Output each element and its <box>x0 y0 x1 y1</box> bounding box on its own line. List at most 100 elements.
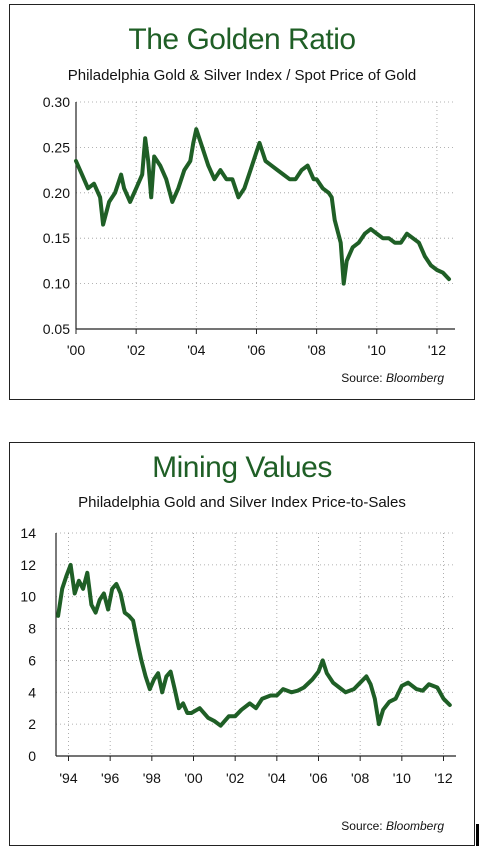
y-tick-label: 0.25 <box>43 139 70 155</box>
data-point <box>405 232 409 236</box>
x-tick-label: '04 <box>268 770 286 786</box>
series-line <box>74 127 451 286</box>
data-point <box>421 689 425 693</box>
data-point <box>233 714 237 718</box>
data-point <box>110 587 114 591</box>
data-point <box>148 687 152 691</box>
data-point <box>164 674 168 678</box>
data-point <box>321 658 325 662</box>
data-point <box>302 685 306 690</box>
data-point <box>206 716 210 720</box>
data-point <box>351 245 355 249</box>
data-point <box>173 687 177 691</box>
data-point <box>242 186 246 190</box>
data-point <box>98 195 102 199</box>
data-point <box>80 173 84 177</box>
data-point <box>296 689 300 693</box>
data-point <box>81 587 85 591</box>
data-point <box>224 177 228 181</box>
data-point <box>300 168 304 172</box>
data-point <box>89 603 93 607</box>
data-point <box>269 164 274 168</box>
data-point <box>189 711 193 715</box>
data-point <box>128 200 132 204</box>
data-point <box>269 693 273 698</box>
data-point <box>254 706 258 710</box>
data-point <box>119 173 123 177</box>
data-point <box>177 706 181 710</box>
data-point <box>135 639 139 643</box>
data-point <box>325 671 329 675</box>
data-point <box>331 681 335 685</box>
data-point <box>144 674 148 678</box>
y-tick-label: 4 <box>28 684 36 700</box>
data-point <box>74 159 78 163</box>
data-point <box>198 706 202 710</box>
data-point <box>134 186 138 190</box>
data-point <box>387 236 391 240</box>
data-point <box>248 701 252 705</box>
data-point <box>169 670 173 674</box>
data-point <box>73 591 77 596</box>
data-point <box>394 697 398 701</box>
data-point <box>101 223 105 227</box>
data-point <box>441 271 445 275</box>
data-point <box>188 159 192 163</box>
data-point <box>69 563 73 567</box>
data-point <box>363 232 367 236</box>
y-tick-label: 0.10 <box>43 276 70 292</box>
data-point <box>399 241 403 245</box>
data-point <box>119 591 123 596</box>
edge-mark <box>476 824 479 846</box>
data-point <box>257 141 262 145</box>
x-tick-label: '08 <box>351 770 369 786</box>
y-tick-label: 0.20 <box>43 185 70 201</box>
data-point <box>164 177 168 181</box>
data-point <box>327 191 331 195</box>
y-tick-label: 8 <box>28 621 36 637</box>
data-point <box>263 159 268 163</box>
source-label: Source: <box>341 819 383 833</box>
y-tick-label: 12 <box>20 557 36 573</box>
data-point <box>206 164 210 168</box>
y-tick-label: 0.05 <box>43 321 70 337</box>
x-tick-label: '10 <box>393 770 411 786</box>
x-tick-label: '12 <box>434 770 452 786</box>
data-point <box>94 611 98 615</box>
data-point <box>156 671 160 675</box>
y-tick-label: 10 <box>20 589 36 605</box>
data-point <box>123 611 127 615</box>
y-tick-label: 0.30 <box>43 94 70 110</box>
data-point <box>281 173 286 177</box>
chart-subtitle: Philadelphia Gold & Silver Index / Spot … <box>67 67 417 84</box>
data-point <box>185 711 189 715</box>
data-point <box>56 614 60 618</box>
x-tick-label: '00 <box>184 770 202 786</box>
data-point <box>106 607 110 612</box>
data-point <box>337 685 341 690</box>
data-point <box>448 703 452 707</box>
data-point <box>92 182 96 186</box>
x-tick-label: '12 <box>428 342 446 358</box>
data-point <box>160 690 164 694</box>
data-point <box>377 722 381 726</box>
data-point <box>400 684 404 688</box>
y-tick-label: 2 <box>28 716 36 732</box>
data-point <box>381 708 385 712</box>
data-point <box>427 682 431 686</box>
data-point <box>182 168 186 172</box>
data-point <box>131 619 135 623</box>
data-point <box>375 232 379 236</box>
data-point <box>352 687 356 691</box>
data-point <box>149 195 153 199</box>
x-tick-label: '94 <box>59 770 77 786</box>
x-tick-label: '04 <box>187 342 205 358</box>
data-point <box>310 677 314 682</box>
data-point <box>227 714 231 718</box>
data-point <box>435 685 439 690</box>
data-point <box>387 700 391 704</box>
data-point <box>143 136 147 140</box>
x-tick-label: '00 <box>67 342 85 358</box>
y-tick-label: 0.15 <box>43 230 70 246</box>
data-point <box>417 241 421 245</box>
